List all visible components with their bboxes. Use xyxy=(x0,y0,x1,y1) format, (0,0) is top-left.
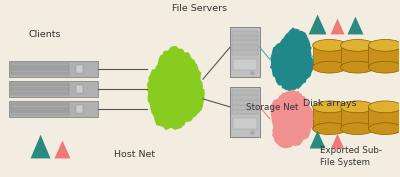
Polygon shape xyxy=(30,135,50,158)
FancyBboxPatch shape xyxy=(9,101,98,117)
Text: Disk arrays: Disk arrays xyxy=(303,99,356,108)
Circle shape xyxy=(250,71,254,75)
Polygon shape xyxy=(348,17,364,35)
FancyBboxPatch shape xyxy=(313,107,346,129)
Text: Clients: Clients xyxy=(28,30,61,39)
Text: Storage Net: Storage Net xyxy=(246,102,298,112)
Ellipse shape xyxy=(313,39,346,51)
FancyBboxPatch shape xyxy=(11,103,69,115)
Ellipse shape xyxy=(340,61,374,73)
Polygon shape xyxy=(270,89,315,149)
FancyBboxPatch shape xyxy=(230,87,260,137)
Ellipse shape xyxy=(368,123,400,135)
FancyBboxPatch shape xyxy=(11,83,69,95)
Ellipse shape xyxy=(313,101,346,113)
FancyBboxPatch shape xyxy=(76,65,83,73)
Circle shape xyxy=(250,131,254,135)
Polygon shape xyxy=(270,27,314,91)
FancyBboxPatch shape xyxy=(233,118,257,129)
FancyBboxPatch shape xyxy=(76,105,83,113)
Ellipse shape xyxy=(340,101,374,113)
FancyBboxPatch shape xyxy=(9,81,98,97)
Text: Host Net: Host Net xyxy=(114,150,155,159)
Ellipse shape xyxy=(340,39,374,51)
FancyBboxPatch shape xyxy=(232,90,258,114)
Text: File Servers: File Servers xyxy=(172,4,228,13)
Ellipse shape xyxy=(368,101,400,113)
Polygon shape xyxy=(54,141,70,158)
FancyBboxPatch shape xyxy=(340,107,374,129)
FancyBboxPatch shape xyxy=(76,85,83,93)
Ellipse shape xyxy=(368,61,400,73)
FancyBboxPatch shape xyxy=(233,59,257,70)
Ellipse shape xyxy=(313,61,346,73)
Polygon shape xyxy=(330,19,344,35)
Polygon shape xyxy=(310,131,326,149)
FancyBboxPatch shape xyxy=(9,61,98,77)
FancyBboxPatch shape xyxy=(232,31,258,55)
Ellipse shape xyxy=(368,39,400,51)
Polygon shape xyxy=(331,134,344,149)
Ellipse shape xyxy=(340,123,374,135)
FancyBboxPatch shape xyxy=(368,107,400,129)
Text: Exported Sub-
File System: Exported Sub- File System xyxy=(320,146,382,167)
Polygon shape xyxy=(147,46,205,130)
FancyBboxPatch shape xyxy=(230,27,260,77)
FancyBboxPatch shape xyxy=(340,45,374,67)
FancyBboxPatch shape xyxy=(11,63,69,75)
FancyBboxPatch shape xyxy=(368,45,400,67)
Polygon shape xyxy=(309,15,326,35)
FancyBboxPatch shape xyxy=(313,45,346,67)
Ellipse shape xyxy=(313,123,346,135)
